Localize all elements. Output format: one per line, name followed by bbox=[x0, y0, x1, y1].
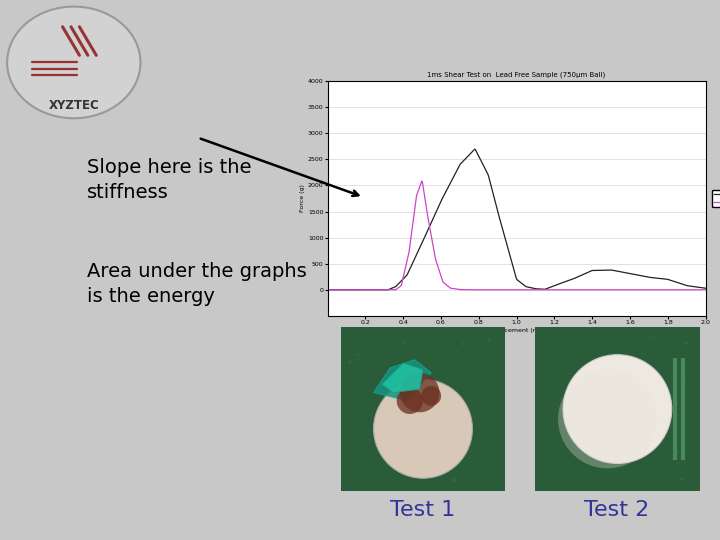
Legend: Test 1, Test 2: Test 1, Test 2 bbox=[712, 190, 720, 207]
Text: Test 2: Test 2 bbox=[585, 500, 649, 521]
Circle shape bbox=[369, 363, 370, 365]
Circle shape bbox=[354, 348, 355, 349]
Circle shape bbox=[397, 388, 423, 414]
Text: Test 1: Test 1 bbox=[390, 500, 455, 521]
Line: Test 1: Test 1 bbox=[328, 149, 706, 290]
Test 1 bbox=[390, 284, 399, 291]
Circle shape bbox=[394, 434, 396, 436]
Test 1 bbox=[608, 267, 617, 274]
Circle shape bbox=[684, 381, 685, 382]
Circle shape bbox=[563, 355, 672, 463]
Text: Area under the graphs
is the energy: Area under the graphs is the energy bbox=[87, 262, 307, 306]
Circle shape bbox=[588, 395, 590, 396]
Circle shape bbox=[613, 358, 614, 359]
Polygon shape bbox=[382, 363, 423, 393]
Circle shape bbox=[617, 471, 618, 473]
Circle shape bbox=[488, 339, 491, 341]
Circle shape bbox=[558, 369, 657, 468]
Circle shape bbox=[656, 435, 658, 438]
Circle shape bbox=[462, 342, 465, 346]
Test 2 bbox=[390, 287, 399, 293]
Circle shape bbox=[639, 427, 642, 429]
Circle shape bbox=[412, 439, 414, 441]
Test 1 bbox=[420, 234, 429, 240]
Circle shape bbox=[456, 368, 457, 369]
Circle shape bbox=[415, 366, 417, 368]
Circle shape bbox=[400, 373, 439, 413]
Circle shape bbox=[437, 346, 438, 347]
Circle shape bbox=[604, 482, 606, 483]
Circle shape bbox=[369, 439, 371, 441]
Circle shape bbox=[442, 350, 444, 353]
Circle shape bbox=[572, 409, 575, 411]
Circle shape bbox=[405, 442, 408, 444]
Circle shape bbox=[554, 367, 556, 369]
Test 1 bbox=[495, 214, 503, 220]
Test 1 bbox=[576, 272, 585, 279]
Circle shape bbox=[569, 372, 571, 374]
Polygon shape bbox=[374, 360, 431, 401]
Text: XYZTEC: XYZTEC bbox=[48, 99, 99, 112]
Circle shape bbox=[400, 464, 403, 468]
Circle shape bbox=[377, 476, 379, 477]
Circle shape bbox=[680, 478, 683, 481]
Circle shape bbox=[413, 464, 415, 466]
Test 2 bbox=[701, 287, 710, 293]
Circle shape bbox=[685, 342, 688, 345]
Text: Slope here is the
stiffness: Slope here is the stiffness bbox=[87, 158, 252, 201]
Test 2 bbox=[495, 287, 503, 293]
Y-axis label: Force (g): Force (g) bbox=[300, 185, 305, 212]
Circle shape bbox=[438, 457, 439, 458]
Circle shape bbox=[649, 337, 652, 339]
Circle shape bbox=[647, 404, 649, 407]
Circle shape bbox=[472, 451, 473, 453]
Circle shape bbox=[400, 441, 403, 443]
Circle shape bbox=[392, 468, 395, 470]
Circle shape bbox=[421, 386, 441, 406]
Circle shape bbox=[452, 478, 456, 482]
Circle shape bbox=[437, 460, 438, 461]
Test 2 bbox=[323, 287, 332, 293]
Circle shape bbox=[441, 434, 442, 435]
Circle shape bbox=[606, 388, 608, 390]
Test 1 bbox=[323, 287, 332, 293]
Test 2 bbox=[546, 287, 555, 293]
Circle shape bbox=[495, 368, 496, 369]
Test 1 bbox=[546, 284, 555, 290]
X-axis label: Displacement (mm): Displacement (mm) bbox=[485, 328, 548, 333]
Circle shape bbox=[375, 437, 377, 439]
Circle shape bbox=[403, 341, 406, 343]
Circle shape bbox=[348, 361, 351, 363]
Circle shape bbox=[616, 381, 618, 384]
Circle shape bbox=[683, 448, 685, 450]
Test 2 bbox=[418, 178, 426, 185]
Line: Test 2: Test 2 bbox=[328, 181, 706, 290]
Test 2 bbox=[576, 287, 585, 293]
Title: 1ms Shear Test on  Lead Free Sample (750µm Ball): 1ms Shear Test on Lead Free Sample (750µ… bbox=[428, 72, 606, 78]
Circle shape bbox=[613, 428, 616, 430]
Circle shape bbox=[425, 395, 426, 396]
Circle shape bbox=[583, 415, 585, 417]
Test 2 bbox=[421, 198, 430, 205]
Test 1 bbox=[470, 146, 479, 152]
Test 2 bbox=[608, 287, 617, 293]
Circle shape bbox=[677, 462, 679, 464]
Circle shape bbox=[599, 472, 600, 474]
Circle shape bbox=[654, 383, 655, 385]
Ellipse shape bbox=[7, 6, 140, 118]
Circle shape bbox=[588, 413, 590, 416]
Circle shape bbox=[649, 421, 652, 423]
Circle shape bbox=[356, 354, 359, 356]
Circle shape bbox=[428, 454, 431, 457]
Circle shape bbox=[677, 450, 679, 453]
Circle shape bbox=[446, 436, 448, 438]
Circle shape bbox=[374, 380, 472, 478]
Test 1 bbox=[701, 285, 710, 292]
